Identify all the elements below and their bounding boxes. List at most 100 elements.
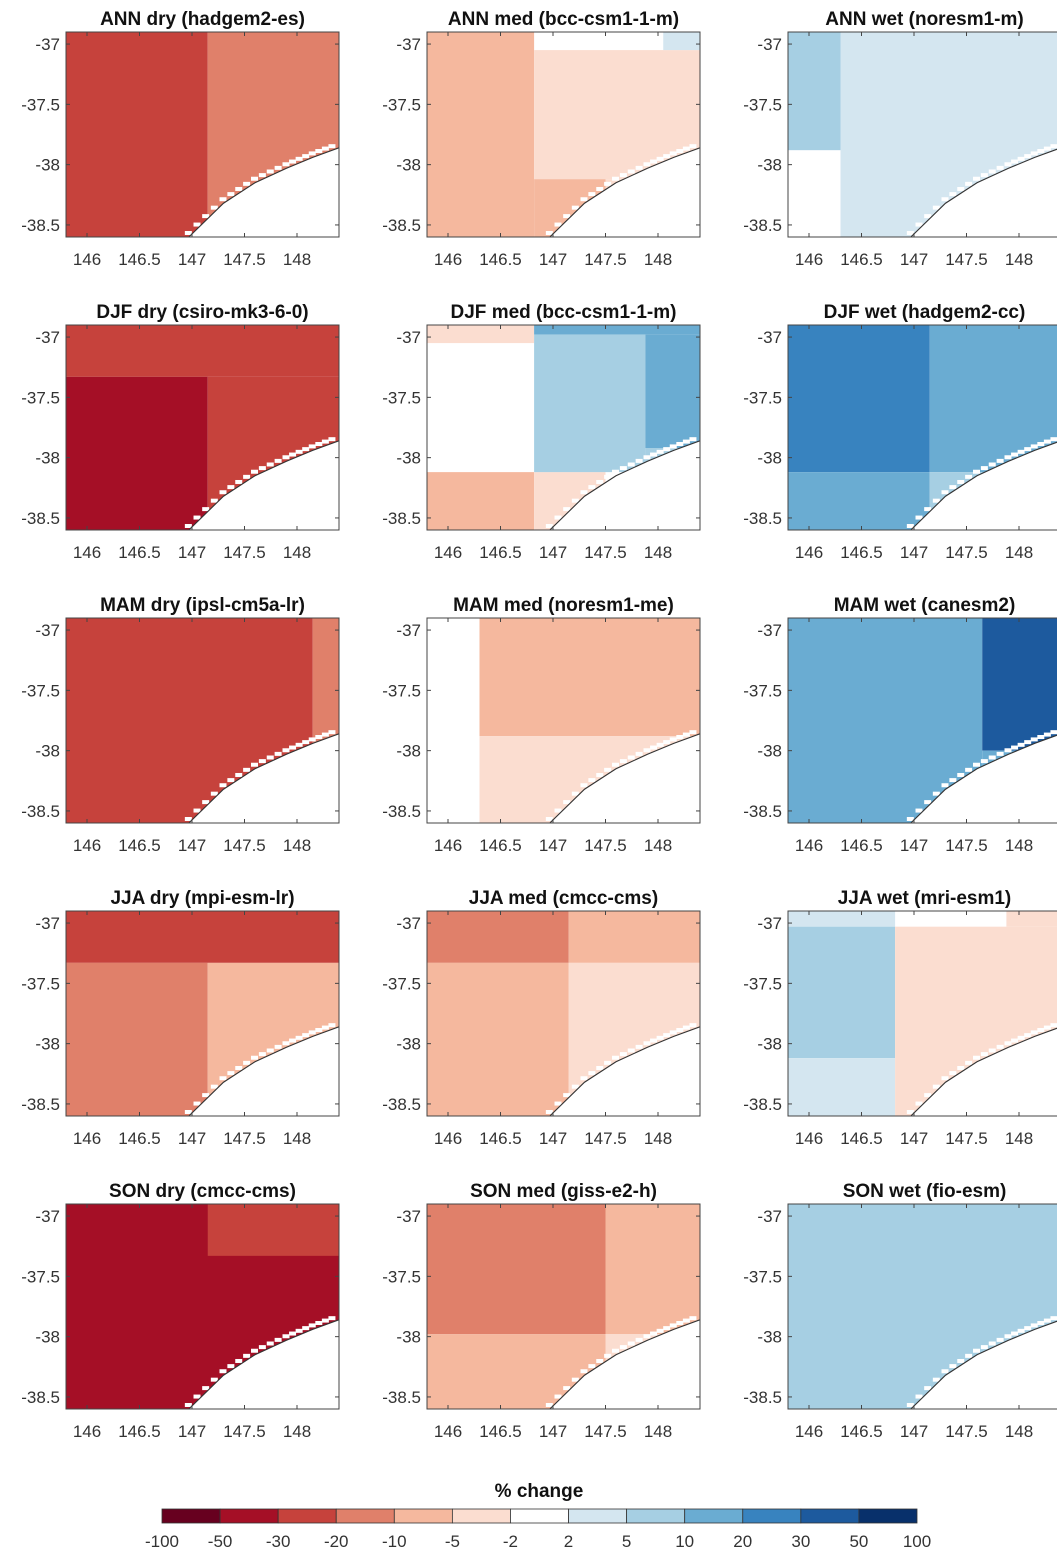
y-tick-label: -37.5 bbox=[382, 974, 421, 993]
y-tick-label: -37 bbox=[757, 328, 782, 347]
coast-step bbox=[949, 485, 957, 490]
x-tick-label: 146.5 bbox=[118, 543, 161, 562]
x-tick-label: 148 bbox=[1005, 836, 1033, 855]
coast-step bbox=[554, 1101, 562, 1106]
coast-step bbox=[302, 154, 310, 159]
coast-step bbox=[643, 748, 651, 753]
map-panel: ANN dry (hadgem2-es) 146 146.5 147 147.5 148 -… bbox=[21, 9, 340, 269]
x-tick-label: 146 bbox=[434, 543, 462, 562]
coast-step bbox=[184, 817, 192, 821]
ocean-mask bbox=[549, 147, 700, 237]
panel-title: DJF dry (csiro-mk3-6-0) bbox=[96, 302, 308, 323]
coast-step bbox=[202, 214, 210, 219]
panel-title: DJF wet (hadgem2-cc) bbox=[824, 302, 1026, 323]
coast-step bbox=[973, 1348, 980, 1353]
x-tick-label: 148 bbox=[644, 543, 672, 562]
coast-step bbox=[545, 817, 553, 821]
coast-step bbox=[258, 466, 266, 471]
coast-step bbox=[924, 800, 932, 805]
colorbar-labels: -100 -50 -30 -20 -10 -5 -2 2 5 10 20 30 50 100 bbox=[145, 1532, 931, 1551]
coast-step bbox=[1050, 1316, 1057, 1321]
grid-cell bbox=[66, 376, 208, 530]
colorbar-tick-label: 2 bbox=[564, 1532, 573, 1551]
y-tick-label: -38.5 bbox=[21, 216, 60, 235]
coast-step bbox=[1017, 449, 1025, 454]
coast-step bbox=[596, 1065, 604, 1070]
coast-step bbox=[1024, 1033, 1032, 1038]
x-tick-label: 147 bbox=[539, 1422, 567, 1441]
x-tick-label: 147.5 bbox=[223, 836, 266, 855]
x-tick-label: 146 bbox=[795, 543, 823, 562]
colorbar-swatch bbox=[393, 1508, 453, 1524]
map-panel: SON med (giss-e2-h) 146 146.5 147 147.5 148 -3… bbox=[382, 1181, 701, 1441]
grid-cell bbox=[605, 1204, 700, 1335]
panel-title: SON dry (cmcc-cms) bbox=[109, 1181, 296, 1202]
x-tick-label: 147 bbox=[539, 836, 567, 855]
coast-step bbox=[689, 144, 697, 149]
coast-step bbox=[988, 755, 996, 760]
coast-step bbox=[663, 740, 671, 745]
colorbar-tick-label: 20 bbox=[733, 1532, 752, 1551]
coast-step bbox=[251, 762, 258, 767]
x-tick-label: 146 bbox=[795, 250, 823, 269]
ocean-mask bbox=[188, 1319, 339, 1409]
coast-step bbox=[289, 745, 297, 750]
colorbar-tick-label: -20 bbox=[324, 1532, 349, 1551]
coast-step bbox=[965, 181, 973, 186]
coast-step bbox=[1037, 735, 1045, 739]
coast-step bbox=[227, 778, 235, 783]
coast-step bbox=[957, 479, 965, 484]
coast-step bbox=[545, 1110, 553, 1114]
panel-frame bbox=[65, 910, 340, 1117]
map-panel: SON wet (fio-esm) 146 146.5 147 147.5 148 -37 -… bbox=[743, 1181, 1057, 1441]
y-tick-label: -37 bbox=[396, 914, 421, 933]
x-tick-label: 147 bbox=[900, 543, 928, 562]
coast-step bbox=[1004, 1041, 1012, 1046]
coast-step bbox=[588, 1364, 596, 1369]
panel-frame bbox=[426, 617, 701, 824]
coast-step bbox=[274, 1044, 282, 1049]
coast-step bbox=[274, 458, 282, 463]
coast-step bbox=[656, 742, 664, 747]
coast-step bbox=[996, 751, 1004, 756]
coast-step bbox=[941, 1369, 949, 1374]
coast-step bbox=[1037, 1321, 1045, 1325]
x-tick-label: 147.5 bbox=[223, 1129, 266, 1148]
x-tick-label: 146.5 bbox=[840, 250, 883, 269]
colorbar-swatch bbox=[684, 1508, 744, 1524]
coast-step bbox=[1011, 452, 1019, 457]
coast-step bbox=[274, 751, 282, 756]
coast-step bbox=[604, 1353, 612, 1358]
coast-step bbox=[973, 176, 980, 181]
colorbar-tick-label: -10 bbox=[382, 1532, 407, 1551]
y-tick-label: -37 bbox=[396, 1207, 421, 1226]
y-tick-label: -38 bbox=[35, 742, 60, 761]
coast-step bbox=[941, 197, 949, 202]
coast-step bbox=[235, 479, 243, 484]
y-tick-label: -37.5 bbox=[743, 1267, 782, 1286]
coast-step bbox=[612, 1055, 619, 1060]
coastline bbox=[549, 440, 700, 530]
colorbar-tick-label: -50 bbox=[208, 1532, 233, 1551]
coast-step bbox=[302, 447, 310, 452]
coast-step bbox=[202, 800, 210, 805]
coast-step bbox=[988, 462, 996, 467]
coast-step bbox=[635, 458, 643, 463]
coast-step bbox=[295, 742, 303, 747]
colorbar-swatch bbox=[510, 1508, 569, 1524]
y-tick-label: -37 bbox=[396, 621, 421, 640]
coast-step bbox=[295, 1328, 303, 1333]
grid-cell bbox=[479, 618, 700, 737]
colorbar-swatch bbox=[800, 1508, 860, 1524]
x-tick-label: 146 bbox=[73, 1422, 101, 1441]
grid-cell bbox=[788, 32, 841, 151]
colorbar-swatch bbox=[858, 1508, 918, 1524]
coast-step bbox=[302, 1326, 310, 1331]
coast-step bbox=[965, 1353, 973, 1358]
coast-step bbox=[915, 1101, 923, 1106]
coast-step bbox=[643, 162, 651, 167]
panel-frame bbox=[787, 1203, 1057, 1410]
grid-cell bbox=[568, 911, 700, 963]
coast-step bbox=[949, 1364, 957, 1369]
coast-step bbox=[210, 498, 218, 503]
